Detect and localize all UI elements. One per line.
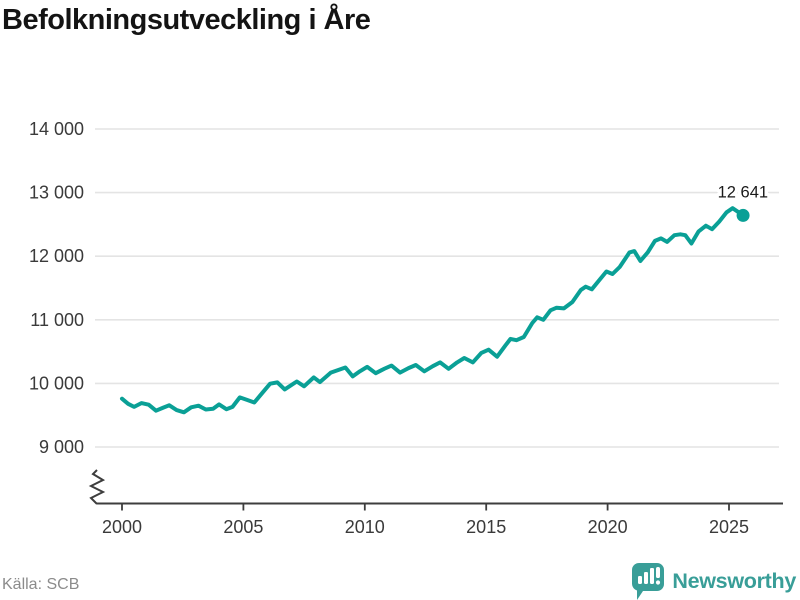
x-tick-label: 2015 xyxy=(466,517,506,537)
newsworthy-logo[interactable]: Newsworthy xyxy=(632,563,796,600)
y-tick-label: 10 000 xyxy=(29,373,84,393)
x-tick-label: 2000 xyxy=(102,517,142,537)
population-line xyxy=(120,206,746,415)
y-tick-label: 9 000 xyxy=(39,437,84,457)
chart-title: Befolkningsutveckling i Åre xyxy=(2,4,371,36)
y-tick-label: 12 000 xyxy=(29,246,84,266)
last-point-dot xyxy=(736,208,750,222)
source-label: Källa: SCB xyxy=(2,576,80,593)
axis-break-icon xyxy=(88,469,106,505)
x-tick-label: 2005 xyxy=(223,517,263,537)
newsworthy-bar-chart-bubble-icon xyxy=(632,563,665,600)
x-tick-label: 2025 xyxy=(709,517,749,537)
y-tick-label: 14 000 xyxy=(29,119,84,139)
last-point-label: 12 641 xyxy=(718,183,768,201)
x-tick-label: 2020 xyxy=(588,517,628,537)
x-tick-label: 2010 xyxy=(345,517,385,537)
y-tick-label: 11 000 xyxy=(30,310,84,330)
newsworthy-logo-text: Newsworthy xyxy=(672,569,796,593)
y-tick-label: 13 000 xyxy=(29,183,84,203)
